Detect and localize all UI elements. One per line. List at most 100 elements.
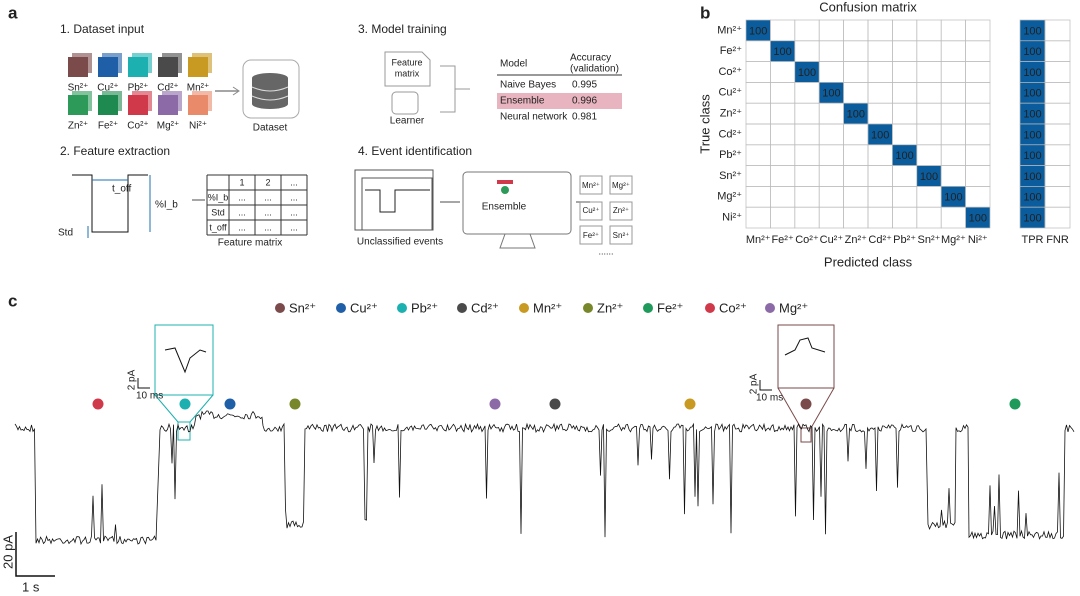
label: ... [238,207,246,217]
event-dot [179,398,191,410]
ion-label: Mn²⁺ [187,83,210,94]
heat-cell [1044,144,1071,166]
inset-target [800,427,812,443]
heat-cell [940,40,966,62]
event-dot [224,398,236,410]
highlight [497,93,622,109]
monitor-stand [499,233,536,249]
heat-cell [867,165,893,187]
heat-cell [745,165,771,187]
ion-label: Cd²⁺ [157,83,178,94]
ion-cube [128,57,148,77]
label: t_off [112,184,131,195]
heat-cell [892,102,918,125]
legend-dot [275,303,285,313]
legend-label: Fe²⁺ [657,300,683,315]
heat-cell [965,19,991,42]
ion-cube [158,57,178,77]
step-title: 4. Event identification [358,144,472,158]
heat-cell [965,61,991,83]
heat-cell [794,206,820,229]
legend-dot [336,303,346,313]
heat-cell [940,123,966,146]
heat-cell [867,19,893,42]
heat-cell [940,165,966,187]
label: ...... [598,246,613,256]
heat-cell [940,102,966,125]
heat-cell [818,206,844,229]
y-tick-label: Mn²⁺ [717,24,742,36]
heat-cell [794,165,820,187]
event-dot [489,398,501,410]
heat-cell [940,82,966,104]
inset-trace [164,347,207,374]
inset-frame [154,324,214,396]
current-trace [14,410,1075,546]
label: ... [264,222,272,232]
ion-cube [188,57,208,77]
heat-cell [916,206,942,229]
inset-frame [777,324,835,389]
heat-cell [867,144,893,166]
ion-label: Co²⁺ [127,121,148,132]
cell-label: 100 [944,192,962,204]
heat-cell [965,206,991,229]
x-tick-label: FNR [1046,234,1069,246]
ion-cube [68,95,88,115]
legend-label: Pb²⁺ [411,300,438,315]
heat-cell [867,206,893,229]
heat-cell [770,19,796,42]
heat-cell [794,102,820,125]
heat-cell [1044,165,1071,187]
panel-a-art [72,51,633,249]
heat-cell [1044,61,1071,83]
heat-cell [745,61,771,83]
db [252,99,288,109]
heat-cell [892,61,918,83]
legend-label: Sn²⁺ [289,300,316,315]
label: Mn²⁺ [582,181,600,190]
label: Std [58,228,73,239]
label: ... [264,192,272,202]
chart-title: Confusion matrix [819,0,917,14]
out-box [579,225,603,245]
label: Dataset [253,123,288,134]
label: 0.995 [572,80,597,91]
legend-label: Co²⁺ [719,300,747,315]
cell-label: 100 [1023,129,1041,141]
heat-cell [940,206,966,229]
heat-cell [843,165,869,187]
heat-cell [965,186,991,208]
label: Sn²⁺ [613,231,630,240]
heat-cell [745,102,771,125]
label: t_off [209,222,227,232]
heat-cell [892,19,918,42]
cell-label: 100 [749,25,767,37]
label: ... [290,177,298,187]
label: Ensemble [500,96,545,107]
heat-cell [867,82,893,104]
label: Std [211,207,225,217]
ion-cube [98,57,118,77]
axis-title: True class [697,94,712,154]
heat-cell [892,82,918,104]
panel-label: c [8,291,17,310]
ion-label: Fe²⁺ [98,121,118,132]
cell-label: 100 [1023,67,1041,79]
heat-cell [818,186,844,208]
legend-dot [643,303,653,313]
heat-cell [745,40,771,62]
cell-label: 100 [798,67,816,79]
feature-trace [72,174,148,233]
heat-cell [794,19,820,42]
legend-label: Cu²⁺ [350,300,378,315]
cell-label: 100 [773,46,791,58]
label: 0.996 [572,96,597,107]
heat-cell [867,40,893,62]
label: matrix [395,68,420,78]
label: %I_b [155,200,178,211]
ion-label: Mg²⁺ [157,121,180,132]
ion-cube [68,57,88,77]
y-tick-label: Cu²⁺ [718,87,742,99]
x-tick-label: Fe²⁺ [771,234,794,246]
